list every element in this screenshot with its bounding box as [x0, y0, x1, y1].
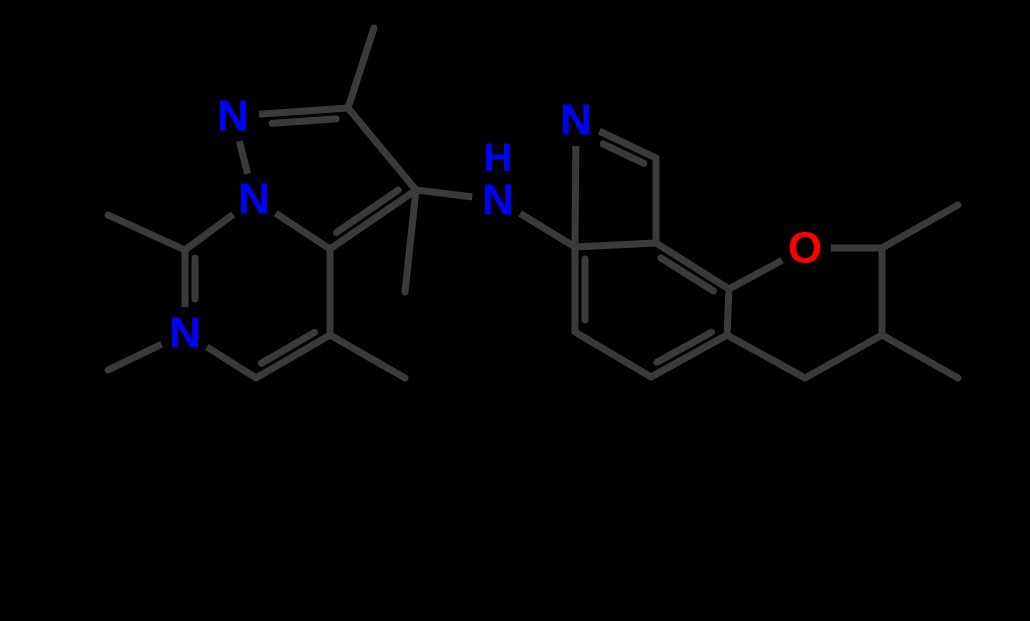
bond [348, 28, 374, 108]
bond [108, 344, 162, 370]
bond [207, 347, 256, 378]
bond [520, 214, 575, 247]
bond [575, 332, 651, 377]
bond [416, 190, 472, 197]
bond [272, 119, 336, 123]
bond [729, 260, 782, 289]
bond [575, 243, 656, 247]
bond [108, 215, 185, 250]
atom-label-N: N [482, 176, 514, 225]
atom-label-N: N [238, 175, 270, 224]
bond [348, 108, 416, 190]
bond [330, 335, 405, 378]
atom-label-N: N [217, 92, 249, 141]
bond [882, 335, 958, 378]
atom-label-N: N [560, 96, 592, 145]
bond [882, 205, 958, 248]
atom-label-O: O [788, 224, 822, 273]
bond [805, 335, 882, 378]
bond [727, 289, 729, 335]
bond [259, 108, 348, 114]
bond [575, 146, 576, 247]
bond [656, 243, 729, 289]
bond [727, 335, 805, 378]
bond [239, 141, 247, 174]
atom-label-N: N [169, 309, 201, 358]
atom-label-H: H [484, 136, 513, 180]
bond [405, 190, 416, 292]
bond [276, 213, 330, 249]
bond [185, 214, 233, 250]
bond [330, 190, 416, 249]
